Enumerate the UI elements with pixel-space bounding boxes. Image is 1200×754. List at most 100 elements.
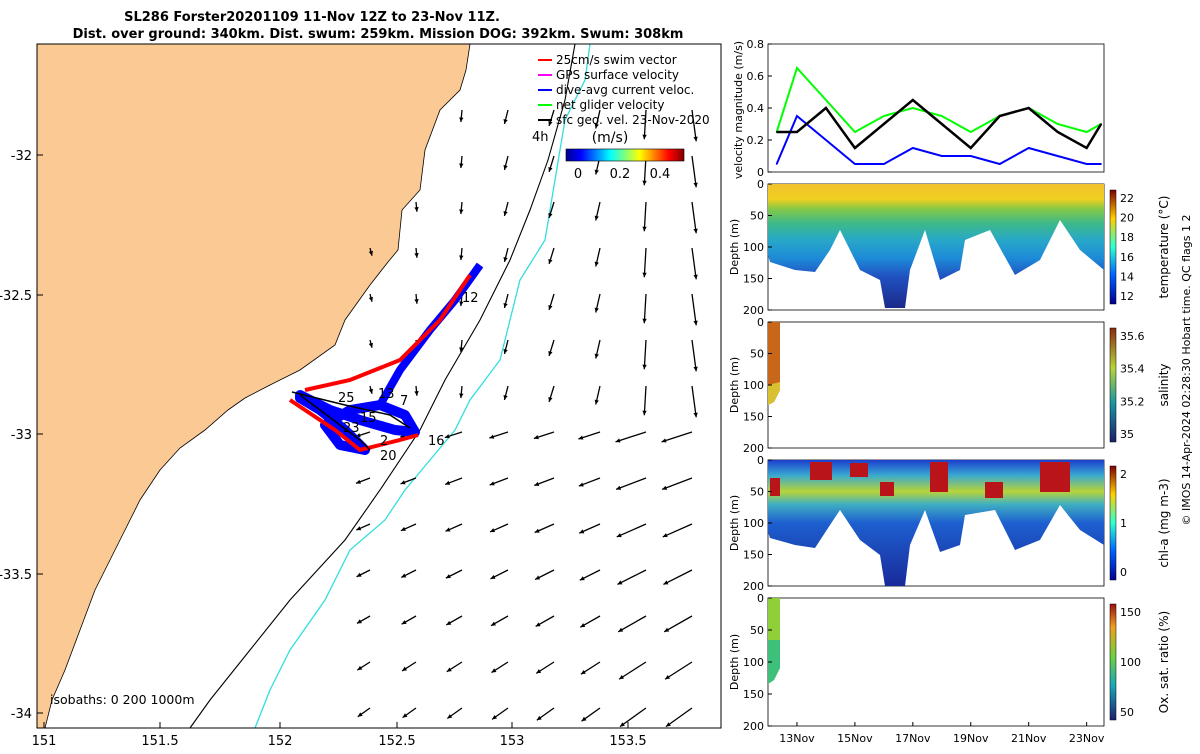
net-track-line	[291, 391, 411, 429]
geo-velocity-arrow	[616, 523, 647, 538]
panel-colorbar	[1109, 327, 1117, 443]
track-label: 12	[462, 291, 479, 306]
geo-velocity-arrowhead	[356, 572, 362, 577]
panel-colorbar	[1109, 189, 1117, 305]
geo-velocity-arrow	[618, 661, 647, 680]
geo-velocity-arrowhead	[489, 434, 495, 439]
velocity-point	[1100, 163, 1102, 165]
geo-velocity-arrowhead	[693, 366, 698, 372]
depth-tick-label: 100	[743, 379, 764, 392]
salinity-field-low	[768, 382, 780, 405]
geo-velocity-arrowhead	[642, 272, 647, 278]
velocity-yticks: 0 0.2 0.4 0.6 0.8	[747, 38, 772, 179]
geo-velocity-arrowhead	[491, 668, 497, 673]
velocity-point	[883, 163, 885, 165]
geo-velocity-arrowhead	[414, 253, 419, 258]
map-xtick-label: 152	[268, 734, 293, 749]
geo-velocity-arrowhead	[459, 117, 464, 123]
geo-velocity-arrowhead	[642, 318, 647, 324]
geo-velocity-arrowhead	[642, 410, 647, 416]
geo-velocity-arrowhead	[355, 479, 361, 484]
geo-velocity-arrowhead	[548, 213, 553, 218]
panel-colorbar-tick: 35	[1120, 428, 1134, 441]
geo-velocity-arrowhead	[594, 123, 599, 129]
geo-velocity-arrowhead	[693, 182, 698, 188]
temperature-panel	[767, 183, 1105, 311]
geo-velocity-arrowhead	[536, 715, 542, 721]
velocity-point	[969, 147, 972, 149]
velocity-point	[969, 155, 972, 157]
depth-tick-label: 200	[743, 580, 764, 593]
geo-velocity-arrowhead	[594, 215, 599, 221]
panel-colorbar-label: salinity	[1157, 363, 1171, 406]
velocity-ylabel: velocity magnitude (m/s)	[732, 41, 745, 179]
panel-colorbar-label: chl-a (mg m-3)	[1157, 478, 1171, 567]
geo-velocity-arrowhead	[490, 621, 496, 626]
geo-velocity-arrow	[691, 109, 697, 142]
colorbar-tick-label: 0.2	[610, 167, 631, 182]
geo-velocity-arrow	[691, 385, 697, 418]
velocity-ytick-label: 0	[757, 166, 764, 179]
geo-velocity-arrow	[615, 477, 647, 491]
panel-colorbar-tick: 20	[1120, 212, 1134, 225]
velocity-point	[1056, 123, 1059, 125]
geo-velocity-arrow	[643, 247, 647, 278]
geo-velocity-arrow	[617, 569, 647, 585]
geo-velocity-arrowhead	[594, 169, 599, 175]
geo-velocity-arrowhead	[578, 482, 584, 487]
chla-patch	[880, 482, 894, 496]
depth-tick-label: 0	[757, 178, 764, 191]
velocity-point	[1027, 107, 1030, 109]
panel-colorbar	[1109, 465, 1117, 581]
velocity-point	[998, 115, 1001, 117]
geo-velocity-arrowhead	[490, 574, 496, 579]
geo-velocity-arrowhead	[664, 627, 670, 632]
legend-entry: dive-avg current veloc.	[556, 83, 694, 97]
geo-velocity-arrowhead	[459, 347, 464, 353]
geo-velocity-arrowhead	[357, 665, 363, 671]
geo-velocity-arrowhead	[548, 397, 553, 402]
geo-velocity-arrowhead	[402, 666, 408, 671]
geo-velocity-arrow	[661, 477, 693, 491]
velocity-point	[998, 163, 1001, 165]
oxygen-panel	[767, 597, 1105, 727]
geo-velocity-arrowhead	[548, 351, 553, 356]
geo-velocity-arrowhead	[619, 674, 625, 680]
geo-velocity-arrowhead	[446, 620, 452, 625]
map-xtick-label: 151.5	[141, 734, 178, 749]
depth-tick-label: 100	[743, 517, 764, 530]
map-ytick-label: -32.5	[0, 289, 32, 304]
geo-velocity-arrowhead	[357, 712, 363, 717]
velocity-point	[1085, 147, 1088, 149]
oxygen-field-deep	[768, 640, 780, 684]
velocity-point	[1056, 131, 1059, 133]
geo-velocity-arrow	[663, 615, 693, 633]
panel-colorbar-tick: 150	[1120, 606, 1141, 619]
salinity-axes	[767, 321, 1105, 449]
geo-velocity-arrowhead	[642, 226, 647, 232]
geo-velocity-arrowhead	[503, 257, 508, 262]
velocity-point	[854, 131, 856, 133]
geo-velocity-arrow	[615, 431, 647, 443]
geo-velocity-arrowhead	[548, 121, 553, 126]
velocity-point	[940, 155, 943, 157]
geo-velocity-arrowhead	[619, 722, 625, 727]
geo-velocity-arrowhead	[503, 119, 508, 124]
velocity-point	[883, 123, 885, 125]
depth-axis-label: Depth (m)	[728, 634, 741, 690]
track-label: 20	[380, 449, 397, 464]
temperature-field	[768, 184, 1104, 308]
salinity-panel	[767, 321, 1105, 449]
colorbar-label: (m/s)	[592, 130, 629, 146]
time-tick-label: 23Nov	[1069, 732, 1105, 745]
geo-velocity-arrow	[665, 707, 693, 728]
velocity-point	[796, 67, 798, 69]
map-colorbar	[565, 148, 685, 162]
panel-colorbar-tick: 35.2	[1120, 395, 1145, 408]
time-axis: 13Nov 15Nov 17Nov 19Nov 21Nov 23Nov	[779, 722, 1105, 745]
velocity-point	[912, 107, 914, 109]
panel-colorbar-tick: 100	[1120, 656, 1141, 669]
geo-velocity-arrowhead	[642, 180, 647, 186]
isobaths-label: isobaths: 0 200 1000m	[50, 692, 195, 707]
